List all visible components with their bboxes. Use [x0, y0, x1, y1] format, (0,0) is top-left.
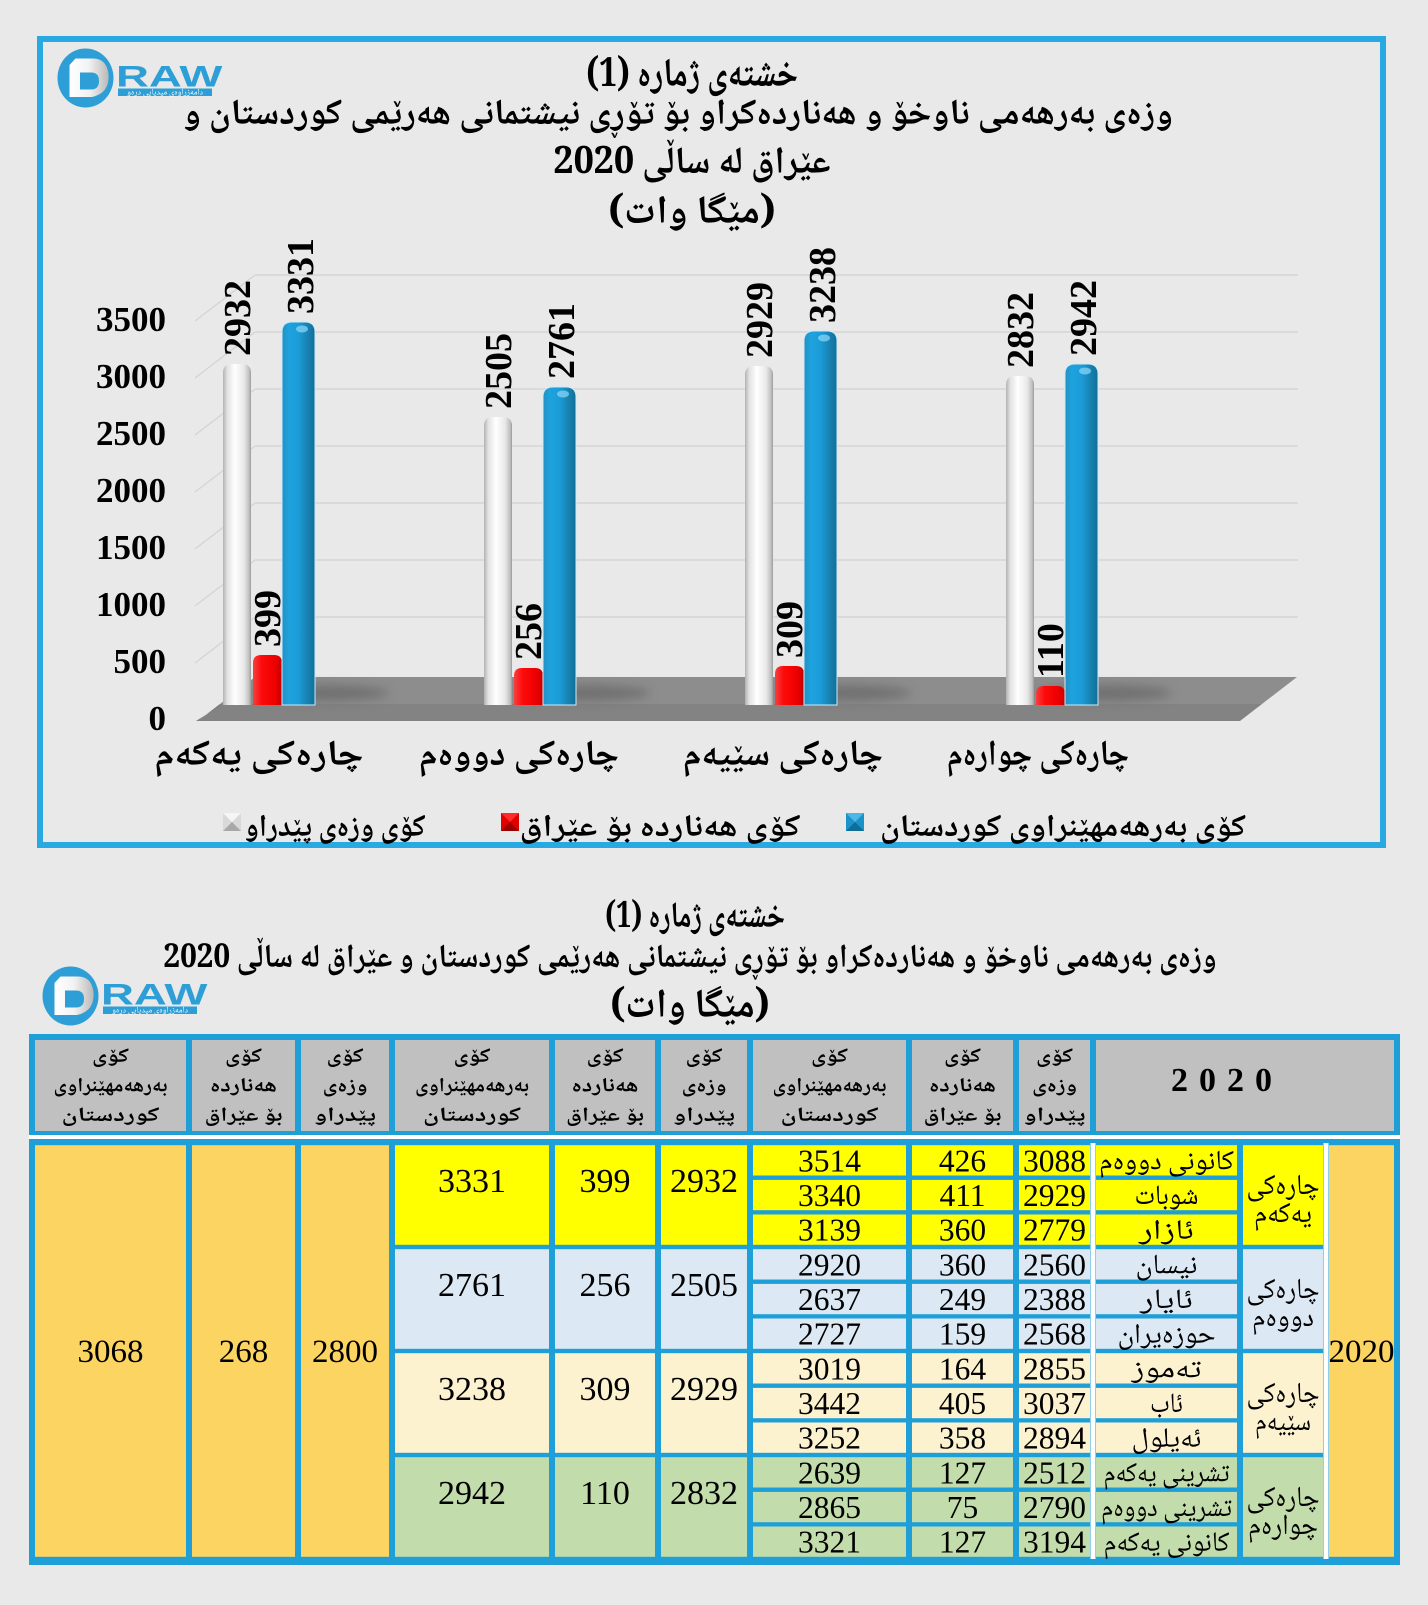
svg-text:2932: 2932 [217, 280, 259, 356]
svg-text:309: 309 [769, 601, 811, 658]
svg-text:3037: 3037 [1023, 1386, 1086, 1421]
svg-text:127: 127 [939, 1455, 986, 1490]
svg-text:110: 110 [1030, 623, 1072, 678]
svg-text:268: 268 [219, 1334, 269, 1370]
svg-text:2855: 2855 [1023, 1351, 1086, 1386]
svg-text:RAW: RAW [116, 60, 223, 93]
svg-text:3000: 3000 [96, 357, 166, 396]
svg-text:2894: 2894 [1023, 1421, 1086, 1456]
svg-text:399: 399 [247, 590, 289, 647]
svg-text:2929: 2929 [1023, 1178, 1086, 1213]
svg-text:3500: 3500 [96, 300, 166, 339]
svg-text:127: 127 [939, 1525, 986, 1560]
svg-text:2779: 2779 [1023, 1213, 1086, 1248]
svg-text:3194: 3194 [1023, 1525, 1086, 1560]
svg-text:2505: 2505 [478, 333, 520, 409]
svg-text:3321: 3321 [798, 1525, 861, 1560]
svg-text:110: 110 [580, 1475, 630, 1512]
svg-text:1000: 1000 [96, 585, 166, 624]
svg-text:3340: 3340 [798, 1178, 861, 1213]
svg-text:2832: 2832 [1000, 292, 1042, 368]
svg-text:2761: 2761 [541, 303, 583, 379]
svg-text:3088: 3088 [1023, 1143, 1086, 1178]
svg-text:3331: 3331 [280, 238, 322, 314]
svg-text:3068: 3068 [78, 1334, 144, 1370]
svg-text:3331: 3331 [438, 1163, 506, 1200]
svg-text:358: 358 [939, 1421, 986, 1456]
svg-text:2727: 2727 [798, 1317, 861, 1352]
svg-text:256: 256 [580, 1267, 631, 1304]
svg-text:2761: 2761 [438, 1267, 506, 1304]
svg-text:75: 75 [947, 1490, 979, 1525]
svg-text:256: 256 [508, 603, 550, 660]
svg-text:2790: 2790 [1023, 1490, 1086, 1525]
svg-text:164: 164 [939, 1351, 987, 1386]
svg-text:500: 500 [114, 642, 167, 681]
svg-text:3514: 3514 [798, 1143, 861, 1178]
svg-text:399: 399 [580, 1163, 631, 1200]
svg-text:RAW: RAW [101, 978, 208, 1011]
svg-text:3238: 3238 [438, 1371, 506, 1408]
svg-text:3252: 3252 [798, 1421, 861, 1456]
svg-text:405: 405 [939, 1386, 986, 1421]
svg-text:2000: 2000 [96, 471, 166, 510]
svg-text:2560: 2560 [1023, 1247, 1086, 1282]
svg-text:3238: 3238 [802, 247, 844, 323]
svg-text:2637: 2637 [798, 1282, 861, 1317]
svg-text:411: 411 [939, 1178, 985, 1213]
svg-text:1500: 1500 [96, 528, 166, 567]
svg-text:2920: 2920 [798, 1247, 861, 1282]
svg-text:360: 360 [939, 1213, 986, 1248]
svg-text:2568: 2568 [1023, 1317, 1086, 1352]
svg-text:2929: 2929 [670, 1371, 738, 1408]
svg-text:426: 426 [939, 1143, 986, 1178]
svg-text:2832: 2832 [670, 1475, 738, 1512]
svg-text:3442: 3442 [798, 1386, 861, 1421]
svg-text:360: 360 [939, 1247, 986, 1282]
svg-text:2500: 2500 [96, 414, 166, 453]
svg-text:2942: 2942 [438, 1475, 506, 1512]
svg-text:0: 0 [149, 699, 167, 738]
svg-text:3139: 3139 [798, 1213, 861, 1248]
svg-text:2865: 2865 [798, 1490, 861, 1525]
svg-text:2932: 2932 [670, 1163, 738, 1200]
svg-text:2020: 2020 [1329, 1334, 1395, 1370]
svg-text:309: 309 [580, 1371, 631, 1408]
svg-text:159: 159 [939, 1317, 986, 1352]
svg-text:3019: 3019 [798, 1351, 861, 1386]
svg-text:2942: 2942 [1063, 280, 1105, 356]
svg-text:249: 249 [939, 1282, 986, 1317]
svg-text:2639: 2639 [798, 1455, 861, 1490]
svg-text:2020: 2020 [1171, 1062, 1283, 1099]
svg-text:2929: 2929 [739, 282, 781, 358]
svg-text:2505: 2505 [670, 1267, 738, 1304]
svg-text:2800: 2800 [312, 1334, 378, 1370]
svg-text:2512: 2512 [1023, 1455, 1086, 1490]
svg-text:2388: 2388 [1023, 1282, 1086, 1317]
